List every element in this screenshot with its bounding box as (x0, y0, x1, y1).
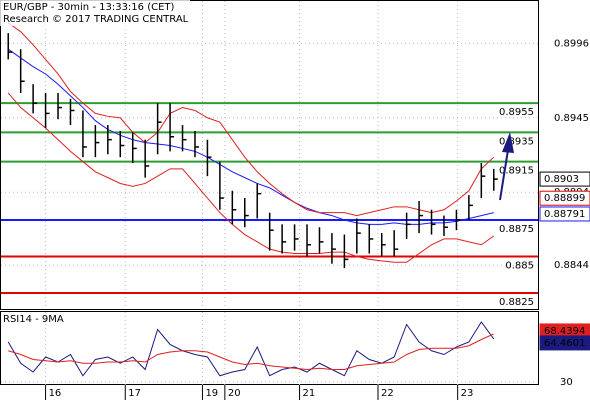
y-tick-label: 30 (560, 377, 573, 388)
chart-title: EUR/GBP - 30min - 13:33:16 (CET) (3, 2, 175, 13)
price-box (539, 206, 590, 222)
rsi-title: RSI14 - 9MA (3, 314, 64, 325)
level-label: 0.8935 (499, 136, 534, 147)
price-box-label: 0.88899 (544, 193, 585, 204)
level-label: 0.8915 (499, 166, 534, 177)
overlay-line (7, 48, 494, 225)
projection-arrow (499, 149, 509, 201)
y-tick-label: 0.8945 (554, 113, 589, 124)
price-pane-frame (0, 0, 539, 310)
price-box (539, 335, 590, 351)
price-box (539, 190, 590, 206)
level-label: 0.8875 (499, 224, 534, 235)
x-tick-label: 23 (461, 388, 474, 399)
level-label: 0.885 (505, 260, 534, 271)
overlay-line (7, 92, 495, 263)
level-label: 0.8955 (499, 107, 534, 118)
rsi-line (8, 333, 494, 371)
price-box-label: 64.4601 (544, 338, 585, 349)
rsi-pane-frame (0, 311, 539, 385)
x-tick-label: 20 (228, 388, 241, 399)
chart-subtitle: Research © 2017 TRADING CENTRAL (3, 14, 189, 25)
x-tick-label: 19 (205, 388, 218, 399)
projection-arrowhead (502, 132, 514, 153)
price-box-label: 68.4394 (544, 326, 585, 337)
y-tick-label: 0.8844 (554, 260, 589, 271)
y-tick-label: 0.8996 (554, 38, 589, 49)
overlay-line (7, 22, 495, 217)
x-tick-label: 21 (303, 388, 316, 399)
rsi-line (7, 321, 495, 377)
level-label: 0.8825 (499, 297, 534, 308)
price-box (539, 171, 590, 187)
x-tick-label: 17 (128, 388, 141, 399)
price-box-label: 0.88791 (544, 209, 585, 220)
header-bg (0, 0, 190, 26)
x-tick-label: 22 (381, 388, 394, 399)
x-tick-label: 16 (49, 388, 62, 399)
price-box-label: 0.8903 (544, 174, 579, 185)
